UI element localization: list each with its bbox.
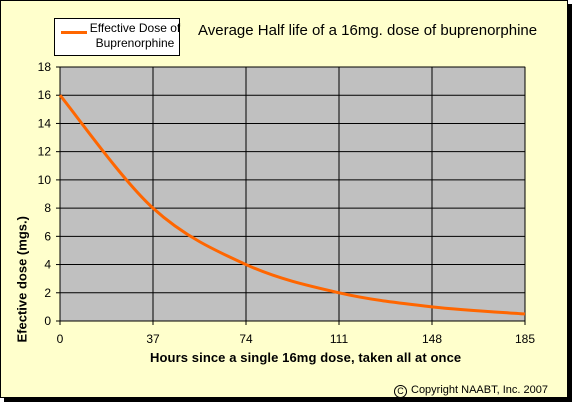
x-axis-label: Hours since a single 16mg dose, taken al… bbox=[150, 350, 462, 365]
x-tick-label: 185 bbox=[515, 332, 535, 346]
legend: Effective Dose of Buprenorphine bbox=[54, 18, 180, 56]
x-tick-label: 74 bbox=[239, 332, 253, 346]
y-axis-label: Efective dose (mgs.) bbox=[15, 216, 30, 342]
copyright: C Copyright NAABT, Inc. 2007 bbox=[394, 384, 548, 398]
y-tick-label: 12 bbox=[38, 145, 52, 159]
legend-label: Effective Dose of Buprenorphine bbox=[89, 21, 181, 50]
y-tick-label: 2 bbox=[44, 286, 51, 300]
y-tick-label: 18 bbox=[38, 60, 52, 74]
y-tick-label: 14 bbox=[38, 116, 52, 130]
copyright-text: Copyright NAABT, Inc. 2007 bbox=[411, 384, 548, 396]
x-tick-label: 148 bbox=[422, 332, 442, 346]
y-tick-label: 4 bbox=[44, 258, 51, 272]
copyright-icon: C bbox=[394, 385, 407, 398]
x-tick-label: 111 bbox=[330, 332, 349, 346]
chart-title: Average Half life of a 16mg. dose of bup… bbox=[198, 22, 538, 39]
y-tick-label: 16 bbox=[38, 88, 52, 102]
plot-area bbox=[59, 66, 526, 322]
x-tick-label: 0 bbox=[57, 332, 64, 346]
y-tick-label: 10 bbox=[38, 173, 52, 187]
y-tick-label: 8 bbox=[44, 201, 51, 215]
legend-swatch bbox=[61, 31, 87, 34]
x-tick-label: 37 bbox=[146, 332, 160, 346]
series-line bbox=[58, 94, 526, 316]
y-tick-label: 0 bbox=[44, 314, 51, 328]
y-axis-label-wrap: Efective dose (mgs.) bbox=[0, 120, 36, 342]
y-tick-label: 6 bbox=[44, 229, 51, 243]
